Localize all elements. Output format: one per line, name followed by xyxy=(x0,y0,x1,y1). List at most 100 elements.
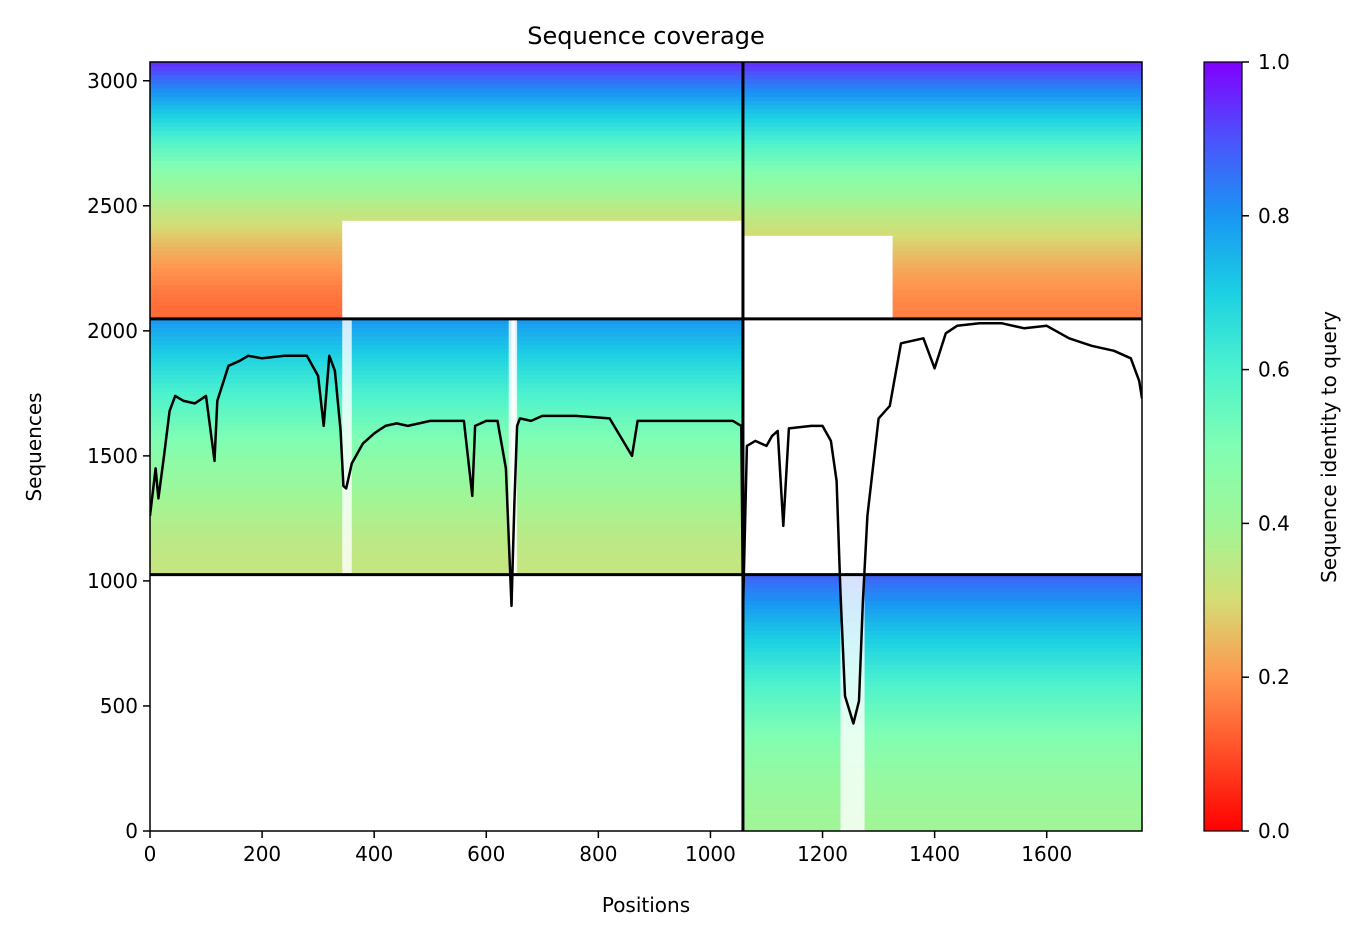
coverage-gap xyxy=(511,318,516,575)
heatmap-band xyxy=(150,326,743,333)
heatmap-band xyxy=(150,476,743,482)
heatmap-band xyxy=(742,151,1142,157)
heatmap-band xyxy=(742,142,1142,149)
heatmap-band xyxy=(742,309,1142,316)
heatmap-band xyxy=(742,702,1142,708)
heatmap-band xyxy=(150,202,743,209)
heatmap-band xyxy=(742,78,1142,84)
heatmap-band xyxy=(742,275,1142,281)
heatmap-band xyxy=(742,655,1142,661)
heatmap-band xyxy=(742,262,1142,268)
heatmap-band xyxy=(742,65,1142,72)
heatmap-band xyxy=(742,745,1142,751)
heatmap-band xyxy=(742,698,1142,704)
heatmap-band xyxy=(150,480,743,486)
heatmap-band xyxy=(150,207,743,213)
heatmap-band xyxy=(150,318,743,324)
heatmap-band xyxy=(742,629,1142,635)
heatmap-band xyxy=(742,279,1142,286)
heatmap-band xyxy=(150,429,743,435)
heatmap-band xyxy=(742,727,1142,734)
heatmap-band xyxy=(742,82,1142,89)
heatmap-band xyxy=(742,668,1142,674)
heatmap-band xyxy=(742,646,1142,653)
heatmap-band xyxy=(150,459,743,465)
heatmap-band xyxy=(742,194,1142,200)
heatmap-band xyxy=(150,129,743,136)
heatmap-band xyxy=(150,108,743,114)
coverage-gap xyxy=(342,318,352,575)
x-tick-label: 1000 xyxy=(685,842,736,866)
heatmap-band xyxy=(742,706,1142,712)
heatmap-band xyxy=(742,224,1142,230)
heatmap-band xyxy=(150,185,743,191)
heatmap-band xyxy=(742,228,1142,234)
heatmap-band xyxy=(150,74,743,80)
heatmap-band xyxy=(742,809,1142,815)
heatmap-band xyxy=(150,215,743,221)
heatmap-band xyxy=(150,531,743,537)
heatmap-band xyxy=(150,471,743,478)
coverage-empty-region xyxy=(742,235,893,319)
heatmap-band xyxy=(742,757,1142,764)
heatmap-band xyxy=(150,348,743,354)
heatmap-band xyxy=(150,360,743,367)
heatmap-band xyxy=(742,121,1142,127)
heatmap-band xyxy=(742,108,1142,114)
heatmap-band xyxy=(742,125,1142,131)
x-axis-ticks: 0 200 400 600 800 1000 1200 1400 1600 xyxy=(144,831,1072,866)
heatmap-band xyxy=(742,574,1142,580)
heatmap-band xyxy=(150,87,743,93)
heatmap-band xyxy=(742,241,1142,247)
heatmap-band xyxy=(150,147,743,153)
heatmap-band xyxy=(150,395,743,401)
heatmap-band xyxy=(742,804,1142,811)
heatmap-band xyxy=(742,284,1142,290)
heatmap-block-chain-b-pairs xyxy=(742,574,1142,831)
heatmap-band xyxy=(742,155,1142,161)
heatmap-band xyxy=(150,399,743,405)
heatmap-band xyxy=(742,689,1142,695)
heatmap-band xyxy=(742,296,1142,303)
heatmap-band xyxy=(742,301,1142,307)
heatmap-band xyxy=(742,91,1142,97)
coverage-empty-region xyxy=(342,220,743,319)
x-tick-label: 400 xyxy=(355,842,393,866)
heatmap-band xyxy=(742,719,1142,725)
heatmap-band xyxy=(150,65,743,72)
heatmap-band xyxy=(150,523,743,529)
colorbar-tick-label: 1.0 xyxy=(1258,50,1290,74)
heatmap-band xyxy=(742,219,1142,226)
heatmap-band xyxy=(150,352,743,358)
heatmap-band xyxy=(150,505,743,512)
coverage-line-layer xyxy=(150,322,1142,725)
heatmap-band xyxy=(150,335,743,341)
heatmap-band xyxy=(742,266,1142,273)
heatmap-band xyxy=(742,621,1142,627)
heatmap-band xyxy=(150,467,743,473)
heatmap-band xyxy=(150,82,743,89)
x-tick-label: 1200 xyxy=(797,842,848,866)
chart-title: Sequence coverage xyxy=(527,22,764,50)
heatmap-band xyxy=(150,403,743,409)
heatmap-band xyxy=(150,412,743,418)
heatmap-band xyxy=(742,633,1142,640)
heatmap-band xyxy=(742,185,1142,191)
heatmap-band xyxy=(742,749,1142,755)
heatmap-band xyxy=(742,305,1142,311)
heatmap-band xyxy=(150,331,743,337)
colorbar-tick-label: 0.8 xyxy=(1258,204,1290,228)
heatmap-band xyxy=(742,100,1142,106)
heatmap-band xyxy=(742,766,1142,772)
heatmap-band xyxy=(150,390,743,397)
heatmap-band xyxy=(150,378,743,384)
heatmap-band xyxy=(742,172,1142,179)
heatmap-band xyxy=(742,663,1142,670)
heatmap-band xyxy=(742,288,1142,294)
heatmap-band xyxy=(742,792,1142,798)
heatmap-band xyxy=(150,142,743,149)
heatmap-band xyxy=(742,74,1142,80)
heatmap-band xyxy=(742,710,1142,717)
heatmap-band xyxy=(150,382,743,388)
heatmap-band xyxy=(742,138,1142,144)
